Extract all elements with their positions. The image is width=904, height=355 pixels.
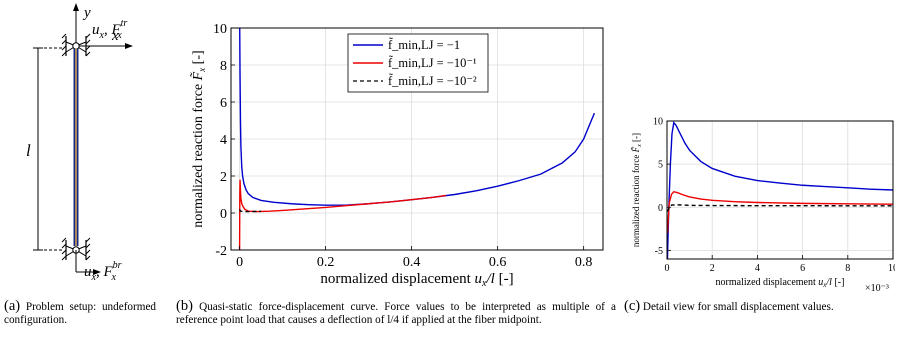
legend-entry-3: f̃_min,LJ = −10⁻² xyxy=(388,73,477,88)
series-line-3 xyxy=(667,204,893,212)
caption-b: (b) Quasi-static force-displacement curv… xyxy=(176,298,616,327)
legend: f̃_min,LJ = −1 f̃_min,LJ = −10⁻¹ f̃_min,… xyxy=(347,33,489,93)
caption-a: (a) Problem setup: undeformed configurat… xyxy=(4,298,157,327)
x-tick-label: 0.4 xyxy=(403,255,421,270)
x-tick-label: 0.6 xyxy=(489,255,507,270)
y-tick-label: 6 xyxy=(220,96,227,111)
y-axis-label: y xyxy=(82,5,91,21)
y-tick-label: -2 xyxy=(215,244,227,259)
bottom-load-label: ux, Fbr x xyxy=(84,260,122,283)
top-load-label: ux, Ftr x xyxy=(92,18,127,41)
x-axis-title: normalized displacement ux/l [-] xyxy=(320,271,513,289)
y-tick-label: -5 xyxy=(655,246,663,257)
caption-a-text: Problem setup: undeformed configuration. xyxy=(4,301,157,326)
y-tick-label: 0 xyxy=(220,207,227,222)
y-tick-label: 0 xyxy=(658,203,663,214)
y-tick-label: 10 xyxy=(213,22,227,37)
series-line-1 xyxy=(667,121,893,259)
x-tick-label: 8 xyxy=(845,263,850,274)
x-tick-label: 2 xyxy=(710,263,715,274)
length-label: l xyxy=(26,141,31,160)
caption-b-text: Quasi-static force-displacement curve. F… xyxy=(176,301,616,326)
x-tick-label: 4 xyxy=(755,263,760,274)
legend-entry-2: f̃_min,LJ = −10⁻¹ xyxy=(388,55,477,70)
x-axis-label: x xyxy=(111,28,119,44)
length-dimension xyxy=(33,47,64,251)
x-tick-label: 0.8 xyxy=(575,255,593,270)
x-tick-label: 10 xyxy=(888,263,895,274)
x-arrow-head xyxy=(125,43,133,49)
x-tick-label: 0 xyxy=(665,263,670,274)
series-line-2 xyxy=(667,190,893,234)
legend-entry-1: f̃_min,LJ = −1 xyxy=(388,37,460,52)
plot-area xyxy=(667,121,893,259)
x-tick-label: 6 xyxy=(800,263,805,274)
y-tick-label: 2 xyxy=(220,170,227,185)
caption-a-label: (a) xyxy=(4,298,21,314)
top-support xyxy=(61,33,91,57)
series-line-1 xyxy=(239,28,596,206)
caption-c-label: (c) xyxy=(624,298,641,314)
caption-c: (c) Detail view for small displacement v… xyxy=(624,298,902,314)
y-arrow-head xyxy=(73,3,79,11)
caption-c-text: Detail view for small displacement value… xyxy=(642,301,834,313)
x-axis-title: normalized displacement ux/l [-] xyxy=(716,277,845,289)
series-line-2 xyxy=(238,179,447,250)
series-line-3 xyxy=(239,209,262,213)
caption-b-label: (b) xyxy=(176,298,193,314)
plot-frame xyxy=(666,120,894,260)
y-tick-label: 10 xyxy=(653,117,663,128)
fiber-core xyxy=(75,49,77,246)
x-tick-label: 0.2 xyxy=(317,255,335,270)
force-displacement-chart: 0 0.2 0.4 0.6 0.8 -2 0 2 4 6 8 10 normalized displa… xyxy=(190,22,604,289)
setup-sketch: y x ux, Ftr x l ux, Fbr x xyxy=(26,3,133,283)
y-axis-title: normalized reaction force F̃x [-] xyxy=(631,133,643,247)
y-axis-title: normalized reaction force F̃x [-] xyxy=(190,50,207,227)
x-multiplier: ×10⁻³ xyxy=(865,283,889,294)
x-tick-label: 0 xyxy=(236,255,243,270)
y-tick-label: 8 xyxy=(220,59,227,74)
y-tick-label: 5 xyxy=(658,160,663,171)
y-tick-label: 4 xyxy=(220,133,227,148)
